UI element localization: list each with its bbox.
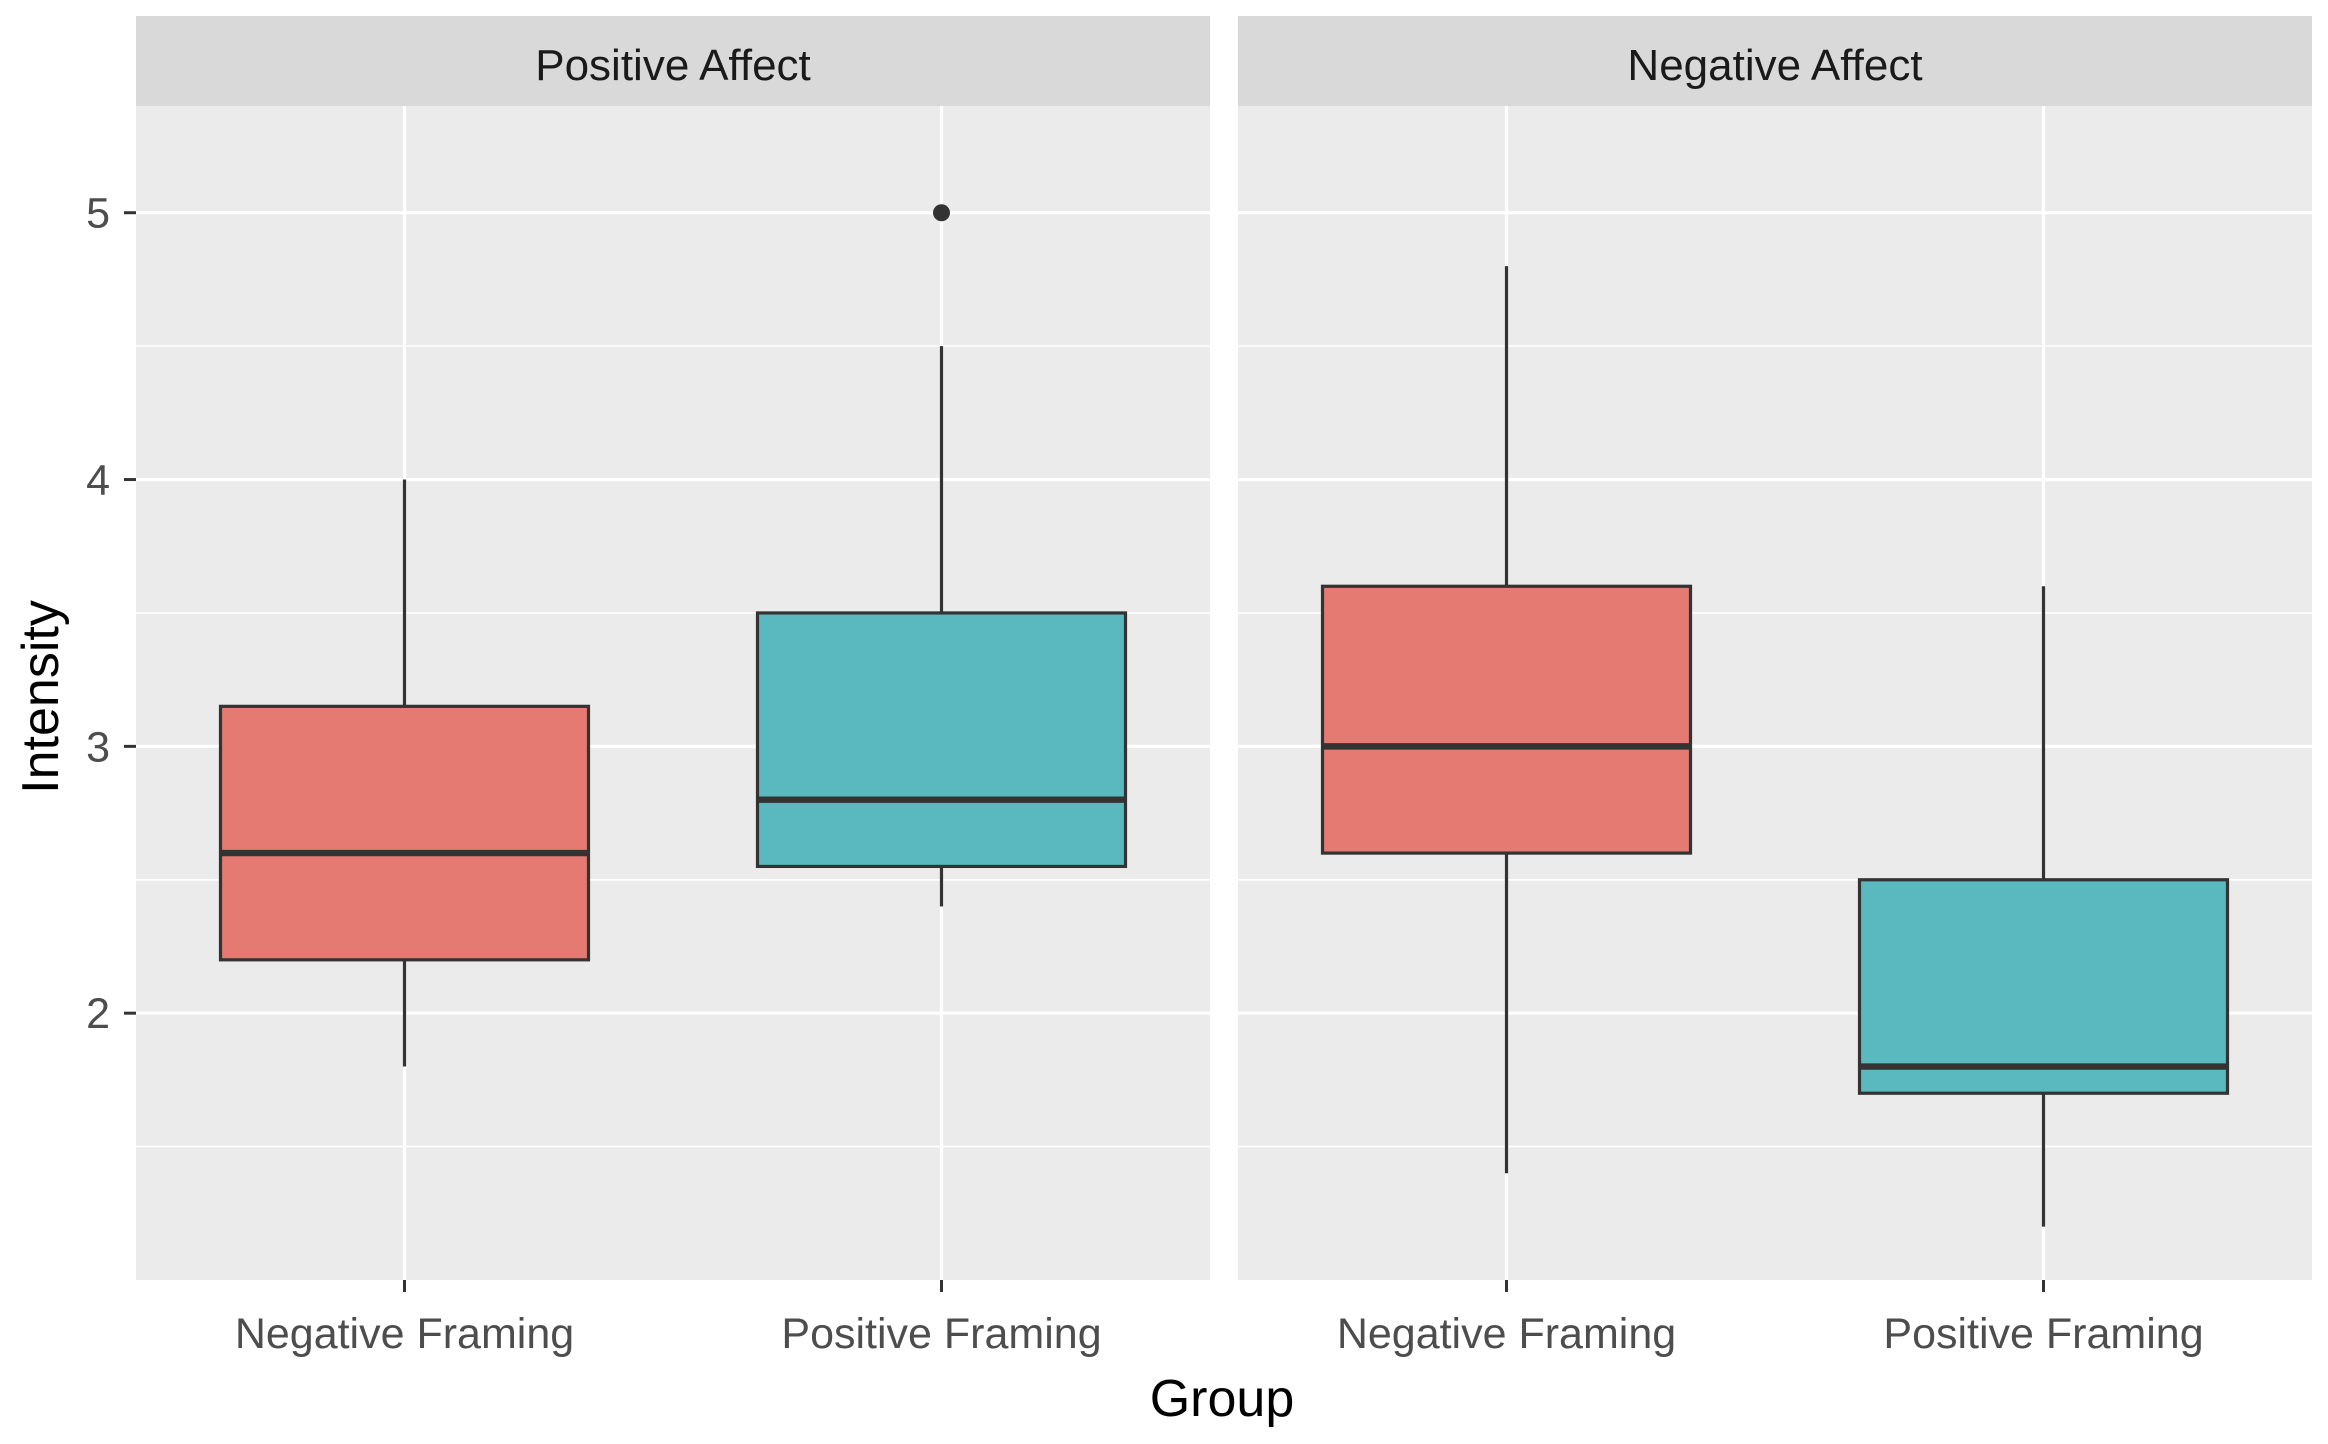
- x-tick-label: Negative Framing: [235, 1310, 574, 1358]
- box-iqr: [755, 611, 1128, 869]
- y-tick-label: 3: [86, 723, 110, 771]
- facet-strip-label: Positive Affect: [535, 41, 811, 90]
- x-axis-title: Group: [1150, 1370, 1295, 1428]
- y-axis-title: Intensity: [12, 600, 70, 794]
- facet-strip: [136, 16, 1210, 106]
- box-iqr: [1857, 878, 2230, 1095]
- y-tick-label: 4: [86, 457, 110, 505]
- y-tick-label: 5: [86, 190, 110, 238]
- x-tick-label: Negative Framing: [1337, 1310, 1676, 1358]
- box-iqr: [1320, 584, 1693, 855]
- x-tick-label: Positive Framing: [1883, 1310, 2203, 1358]
- box-iqr: [218, 704, 591, 962]
- y-tick-label: 2: [86, 990, 110, 1038]
- facet-strip-label: Negative Affect: [1627, 41, 1922, 90]
- outlier-point: [933, 204, 950, 222]
- facet-strip: [1238, 16, 2312, 106]
- x-tick-label: Positive Framing: [781, 1310, 1101, 1358]
